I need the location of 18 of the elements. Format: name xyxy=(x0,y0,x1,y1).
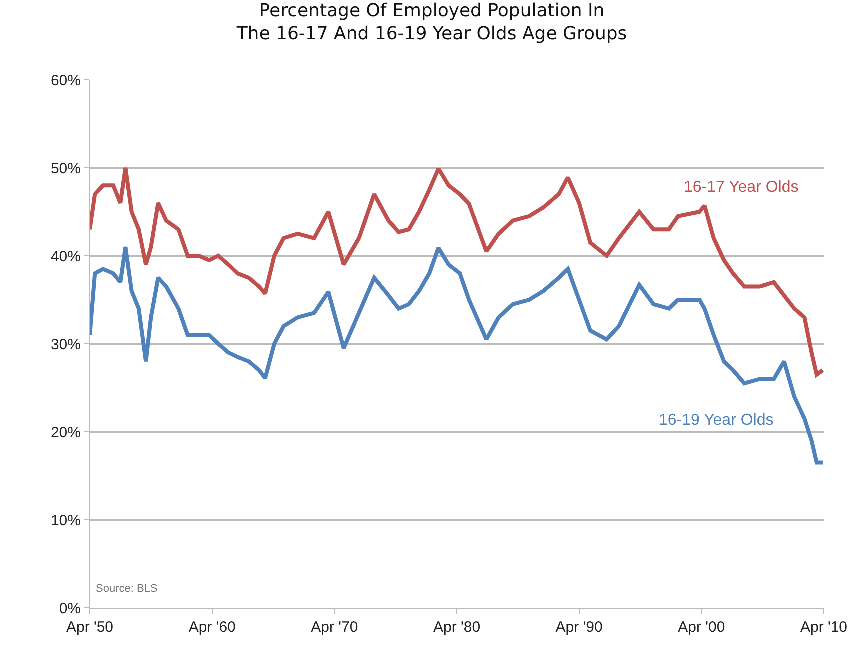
y-tick-label: 20% xyxy=(50,424,81,442)
annotation: Source: BLS xyxy=(96,583,158,595)
y-tick-label: 40% xyxy=(50,248,81,266)
x-tick-label: Apr '00 xyxy=(678,619,726,636)
series-label: 16-19 Year Olds xyxy=(659,412,774,429)
chart-title: Percentage Of Employed Population In The 16-17 And 16-19 Year Olds Age Groups xyxy=(236,0,628,45)
x-tick-label: Apr '50 xyxy=(66,619,114,636)
y-tick-label: 0% xyxy=(59,600,81,618)
y-tick-label: 50% xyxy=(50,160,81,178)
x-tick-label: Apr '80 xyxy=(433,619,481,636)
series-label: 16-17 Year Olds xyxy=(684,179,799,196)
x-tick-label: Apr '60 xyxy=(188,619,236,636)
x-tick-label: Apr '70 xyxy=(311,619,358,636)
x-tick-label: Apr '10 xyxy=(800,619,848,636)
y-tick-label: 30% xyxy=(50,336,81,354)
y-tick-label: 10% xyxy=(50,512,81,530)
x-tick-label: Apr '90 xyxy=(556,619,603,636)
y-tick-label: 60% xyxy=(50,72,81,90)
